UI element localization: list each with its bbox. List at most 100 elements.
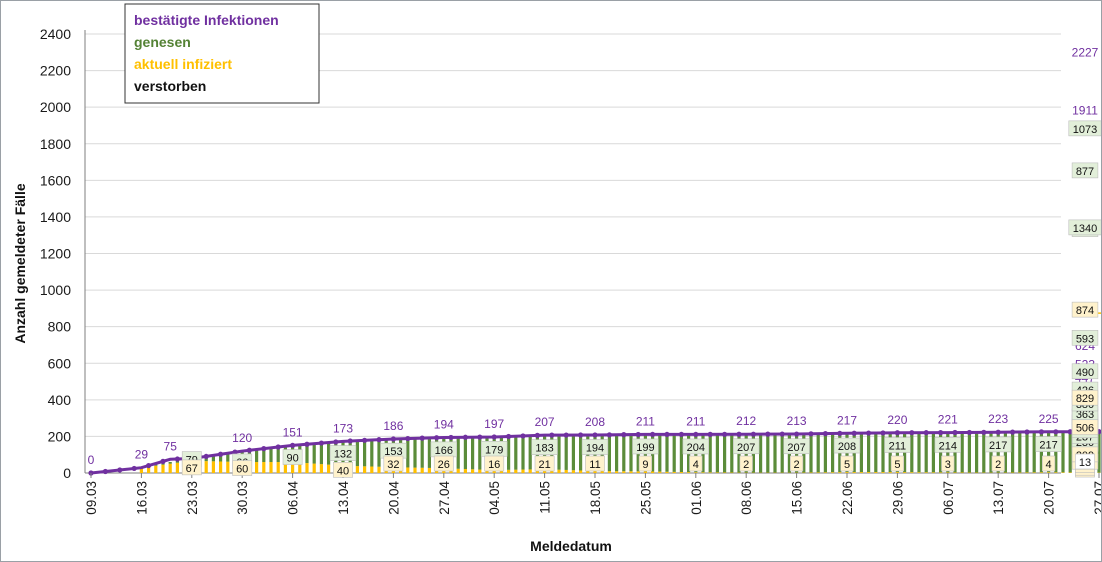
confirmed-point [837, 430, 843, 437]
confirmed-point [1067, 429, 1073, 435]
confirmed-point [606, 432, 613, 438]
y-tick-label: 1800 [40, 136, 71, 152]
y-tick-label: 1600 [40, 172, 71, 188]
y-tick-label: 0 [63, 465, 71, 481]
recovered-bar [723, 434, 727, 473]
x-tick-label: 15.06 [790, 481, 805, 515]
recovered-data-label: 204 [687, 442, 705, 454]
confirmed-point [578, 432, 584, 438]
active-bar [903, 472, 907, 473]
recovered-bar [370, 440, 374, 467]
x-tick-label: 27.04 [437, 481, 452, 515]
active-bar [139, 467, 143, 473]
active-bar [651, 471, 655, 473]
recovered-bar [975, 433, 979, 473]
confirmed-point [290, 442, 296, 448]
x-tick-label: 13.04 [336, 481, 351, 515]
recovered-bar [1025, 432, 1029, 473]
active-bar [413, 467, 417, 473]
confirmed-data-label: 223 [988, 412, 1008, 426]
active-bar [312, 463, 316, 473]
active-data-label: 4 [693, 459, 699, 471]
recovered-bar [672, 434, 676, 472]
active-data-label: 5 [894, 459, 900, 471]
active-data-label-box [1042, 455, 1056, 472]
recovered-data-label: 593 [1076, 333, 1094, 345]
active-data-label-box [1071, 301, 1099, 318]
recovered-bar [953, 433, 957, 473]
recovered-bar [363, 440, 367, 467]
recovered-data-label-box [531, 439, 558, 455]
active-bar [355, 466, 359, 473]
confirmed-point [491, 434, 497, 440]
recovered-bar [557, 435, 561, 470]
confirmed-data-label: 120 [232, 431, 252, 445]
confirmed-point [462, 434, 468, 440]
recovered-bar [867, 433, 871, 473]
x-tick-label: 25.05 [638, 481, 653, 515]
confirmed-point [693, 431, 699, 438]
active-bar [327, 464, 331, 473]
confirmed-data-label: 208 [585, 415, 605, 429]
recovered-bar [982, 433, 986, 473]
confirmed-point [722, 431, 728, 437]
recovered-bar [816, 434, 820, 473]
recovered-data-label: 363 [1076, 409, 1094, 421]
active-bar [859, 472, 863, 473]
active-data-label-box [484, 455, 505, 472]
recovered-bar [413, 438, 417, 468]
confirmed-point [390, 436, 396, 442]
confirmed-point [218, 451, 224, 457]
recovered-bar [924, 433, 928, 473]
confirmed-point [333, 439, 339, 445]
active-data-label: 2 [743, 459, 749, 471]
active-bar [1047, 472, 1051, 473]
active-data-label: 2 [794, 459, 800, 471]
recovered-data-label-box [282, 449, 303, 465]
confirmed-data-label: 217 [837, 413, 857, 427]
confirmed-data-label: 1911 [1072, 103, 1098, 117]
y-tick-label: 200 [48, 428, 72, 444]
active-bar [514, 469, 518, 473]
active-bar [420, 467, 424, 473]
x-tick-label: 01.06 [689, 481, 704, 515]
recovered-bar [226, 453, 230, 462]
recovered-bar [607, 435, 611, 472]
recovered-bar [1011, 432, 1015, 473]
confirmed-point [232, 449, 238, 455]
y-tick-label: 600 [48, 355, 72, 371]
confirmed-data-label: 211 [636, 414, 655, 428]
recovered-bar [823, 434, 827, 473]
recovered-bar [715, 434, 719, 473]
recovered-bar [679, 434, 683, 473]
recovered-data-label: 1073 [1073, 124, 1097, 136]
active-bar [643, 471, 647, 473]
recovered-bar [946, 433, 950, 473]
active-bar [298, 462, 302, 473]
x-tick-label: 18.05 [588, 481, 603, 515]
active-bar [456, 468, 460, 473]
active-bar [175, 462, 179, 473]
legend-entry: aktuell infiziert [134, 56, 232, 72]
active-data-label-box [840, 455, 854, 472]
recovered-bar [219, 454, 223, 462]
recovered-bar [939, 433, 943, 473]
active-bar [305, 463, 309, 473]
recovered-bar [377, 439, 381, 467]
active-data-label: 2 [995, 459, 1001, 471]
active-bar [831, 472, 835, 473]
recovered-bar [615, 435, 619, 472]
confirmed-point [635, 431, 641, 438]
confirmed-point [765, 431, 771, 437]
confirmed-data-label: 220 [887, 413, 907, 427]
recovered-bar [989, 432, 993, 473]
confirmed-point [750, 431, 757, 437]
confirmed-point [434, 435, 440, 441]
confirmed-data-label: 221 [938, 413, 958, 427]
recovered-data-label-box [884, 437, 911, 453]
confirmed-point [822, 431, 829, 437]
confirmed-point [707, 431, 713, 437]
active-bar [1032, 472, 1036, 473]
